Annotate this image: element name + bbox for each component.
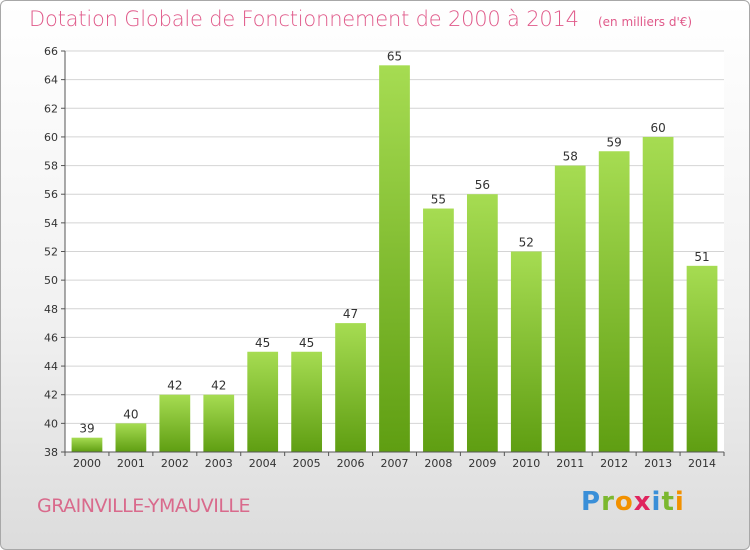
data-label: 60: [650, 121, 665, 135]
y-tick-label: 62: [44, 102, 58, 115]
data-label: 40: [123, 407, 138, 421]
bar-2001: [115, 423, 147, 452]
y-tick-label: 48: [44, 303, 58, 316]
x-tick-label: 2009: [468, 457, 496, 470]
x-tick-label: 2014: [688, 457, 716, 470]
proxiti-logo: Proxiti: [581, 487, 685, 517]
x-tick-label: 2011: [556, 457, 584, 470]
x-tick-label: 2012: [600, 457, 628, 470]
bar-2004: [247, 351, 279, 452]
x-tick-label: 2006: [337, 457, 365, 470]
y-tick-label: 50: [44, 274, 58, 287]
y-tick-label: 44: [44, 360, 58, 373]
bar-2006: [335, 323, 366, 452]
y-tick-label: 58: [44, 160, 58, 173]
chart-unit-label: (en milliers d'€): [597, 15, 693, 29]
data-label: 52: [519, 236, 534, 250]
x-tick-label: 2004: [249, 457, 277, 470]
x-tick-label: 2013: [644, 457, 672, 470]
x-tick-label: 2001: [117, 457, 145, 470]
logo-letter: o: [614, 487, 634, 517]
data-label: 59: [607, 135, 622, 149]
data-labels: 39 40 42 42 45 45 47 65 55 56 52 58 59 60 51: [79, 49, 709, 435]
bar-2013: [642, 136, 674, 452]
x-tick-label: 2008: [424, 457, 452, 470]
axes: 38 40 42 44 46 48 50 52 54 56 58 60 62 64 66 2000 2001 20…: [44, 45, 725, 470]
y-tick-label: 52: [44, 246, 58, 259]
y-tick-label: 46: [44, 331, 58, 344]
data-label: 45: [255, 336, 270, 350]
y-tick-label: 64: [44, 74, 58, 87]
data-label: 55: [431, 193, 446, 207]
logo-letter: r: [601, 487, 615, 517]
data-label: 45: [299, 336, 314, 350]
place-name: GRAINVILLE-YMAUVILLE: [37, 495, 251, 517]
bar-2009: [466, 194, 498, 452]
x-tick-label: 2010: [512, 457, 540, 470]
bar-2002: [159, 394, 191, 452]
y-tick-label: 66: [44, 45, 58, 58]
bar-2012: [598, 151, 630, 452]
data-label: 51: [694, 250, 709, 264]
data-label: 56: [475, 178, 490, 192]
logo-letter: x: [633, 487, 652, 517]
data-label: 42: [211, 379, 226, 393]
x-tick-label: 2002: [161, 457, 189, 470]
bar-2010: [510, 251, 542, 452]
x-tick-label: 2000: [73, 457, 101, 470]
chart-title: Dotation Globale de Fonctionnement de 20…: [29, 7, 579, 31]
y-tick-label: 42: [44, 389, 58, 402]
data-label: 58: [563, 150, 578, 164]
data-label: 47: [343, 307, 358, 321]
y-tick-label: 54: [44, 217, 58, 230]
bar-2007: [379, 65, 410, 453]
x-tick-label: 2003: [205, 457, 233, 470]
bar-2005: [291, 351, 323, 452]
bar-2014: [686, 265, 718, 452]
x-tick-label: 2005: [293, 457, 321, 470]
y-tick-label: 60: [44, 131, 58, 144]
data-label: 42: [167, 379, 182, 393]
logo-letter: t: [661, 487, 675, 517]
bar-2008: [423, 208, 454, 452]
bar-2011: [554, 165, 586, 453]
y-tick-label: 40: [44, 417, 58, 430]
y-tick-label: 56: [44, 188, 58, 201]
bar-2000: [71, 437, 103, 452]
data-label: 39: [79, 422, 94, 436]
logo-letter: i: [674, 487, 685, 517]
x-tick-label: 2007: [381, 457, 409, 470]
title-row: Dotation Globale de Fonctionnement de 20…: [29, 7, 692, 31]
bar-2003: [203, 394, 235, 452]
y-tick-label: 38: [44, 446, 58, 459]
logo-letter: P: [581, 487, 602, 517]
bars: [71, 65, 718, 453]
data-label: 65: [387, 49, 402, 63]
logo-letter: i: [651, 487, 662, 517]
